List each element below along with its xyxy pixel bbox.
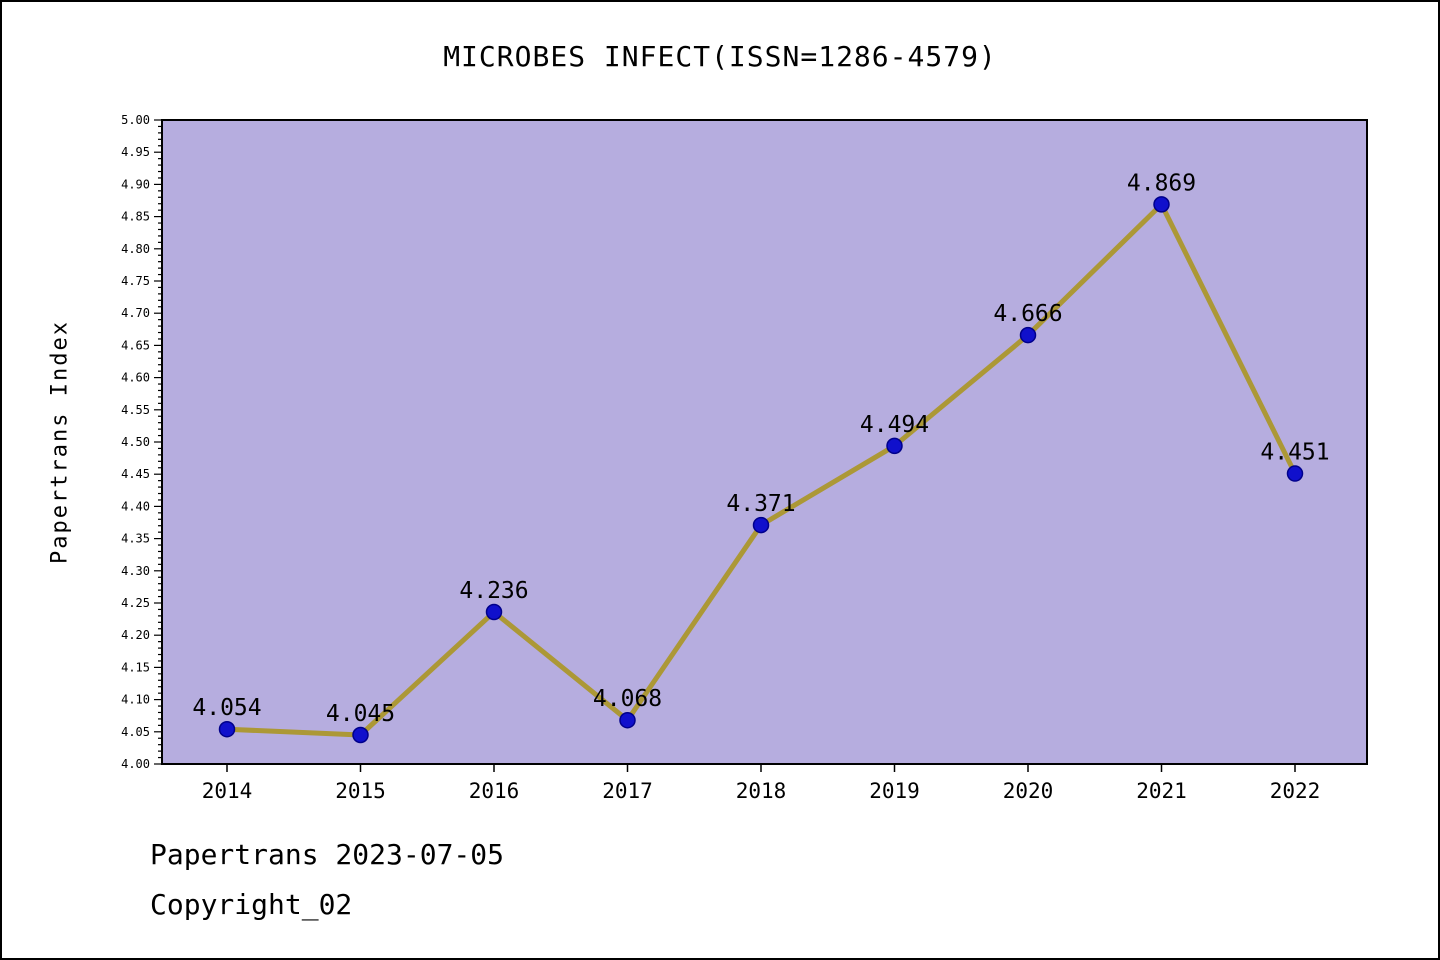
x-tick-label: 2020 <box>1003 779 1054 803</box>
y-tick-label: 4.65 <box>121 338 150 352</box>
point-label: 4.236 <box>459 578 528 604</box>
data-point <box>619 711 636 729</box>
y-tick-label: 4.60 <box>121 371 150 385</box>
y-tick-label: 4.35 <box>121 532 150 546</box>
y-tick-label: 5.00 <box>121 113 150 127</box>
y-tick-label: 4.70 <box>121 306 150 320</box>
y-tick-label: 4.05 <box>121 725 150 739</box>
chart-title: MICROBES INFECT(ISSN=1286-4579) <box>443 40 997 73</box>
x-tick-label: 2016 <box>469 779 520 803</box>
y-tick-label: 4.00 <box>121 757 150 771</box>
x-tick-label: 2017 <box>602 779 653 803</box>
data-point <box>752 516 770 534</box>
x-tick-label: 2021 <box>1136 779 1187 803</box>
point-label: 4.451 <box>1260 440 1329 466</box>
y-tick-label: 4.30 <box>121 564 150 578</box>
y-tick-label: 4.40 <box>121 499 150 513</box>
point-label: 4.068 <box>593 686 662 712</box>
y-tick-label: 4.20 <box>121 628 150 642</box>
data-point <box>352 726 369 744</box>
data-point <box>1019 326 1037 344</box>
x-tick-label: 2018 <box>736 779 787 803</box>
y-tick-label: 4.25 <box>121 596 150 610</box>
point-label: 4.045 <box>326 701 395 727</box>
y-tick-label: 4.80 <box>121 242 150 256</box>
footer-date: Papertrans 2023-07-05 <box>150 838 505 871</box>
point-label: 4.869 <box>1127 170 1196 196</box>
point-label: 4.371 <box>726 491 795 517</box>
y-tick-label: 4.95 <box>121 145 150 159</box>
data-point <box>485 603 503 621</box>
y-tick-label: 4.15 <box>121 660 150 674</box>
x-tick-label: 2015 <box>335 779 386 803</box>
footer-copyright: Copyright_02 <box>150 888 353 921</box>
y-tick-label: 4.85 <box>121 210 150 224</box>
point-label: 4.054 <box>192 695 261 721</box>
plot-area <box>161 119 1368 765</box>
data-point <box>1153 196 1170 213</box>
data-point <box>1286 465 1304 482</box>
y-tick-label: 4.45 <box>121 467 150 481</box>
data-point <box>886 437 903 455</box>
x-tick-label: 2014 <box>202 779 253 803</box>
y-tick-label: 4.50 <box>121 435 150 449</box>
y-tick-label: 4.10 <box>121 693 150 707</box>
y-tick-label: 4.75 <box>121 274 150 288</box>
point-label: 4.494 <box>860 412 929 438</box>
x-tick-label: 2019 <box>869 779 920 803</box>
y-tick-label: 4.90 <box>121 177 150 191</box>
y-tick-label: 4.55 <box>121 403 150 417</box>
data-point <box>218 720 236 738</box>
point-label: 4.666 <box>993 301 1062 327</box>
x-tick-label: 2022 <box>1270 779 1321 803</box>
